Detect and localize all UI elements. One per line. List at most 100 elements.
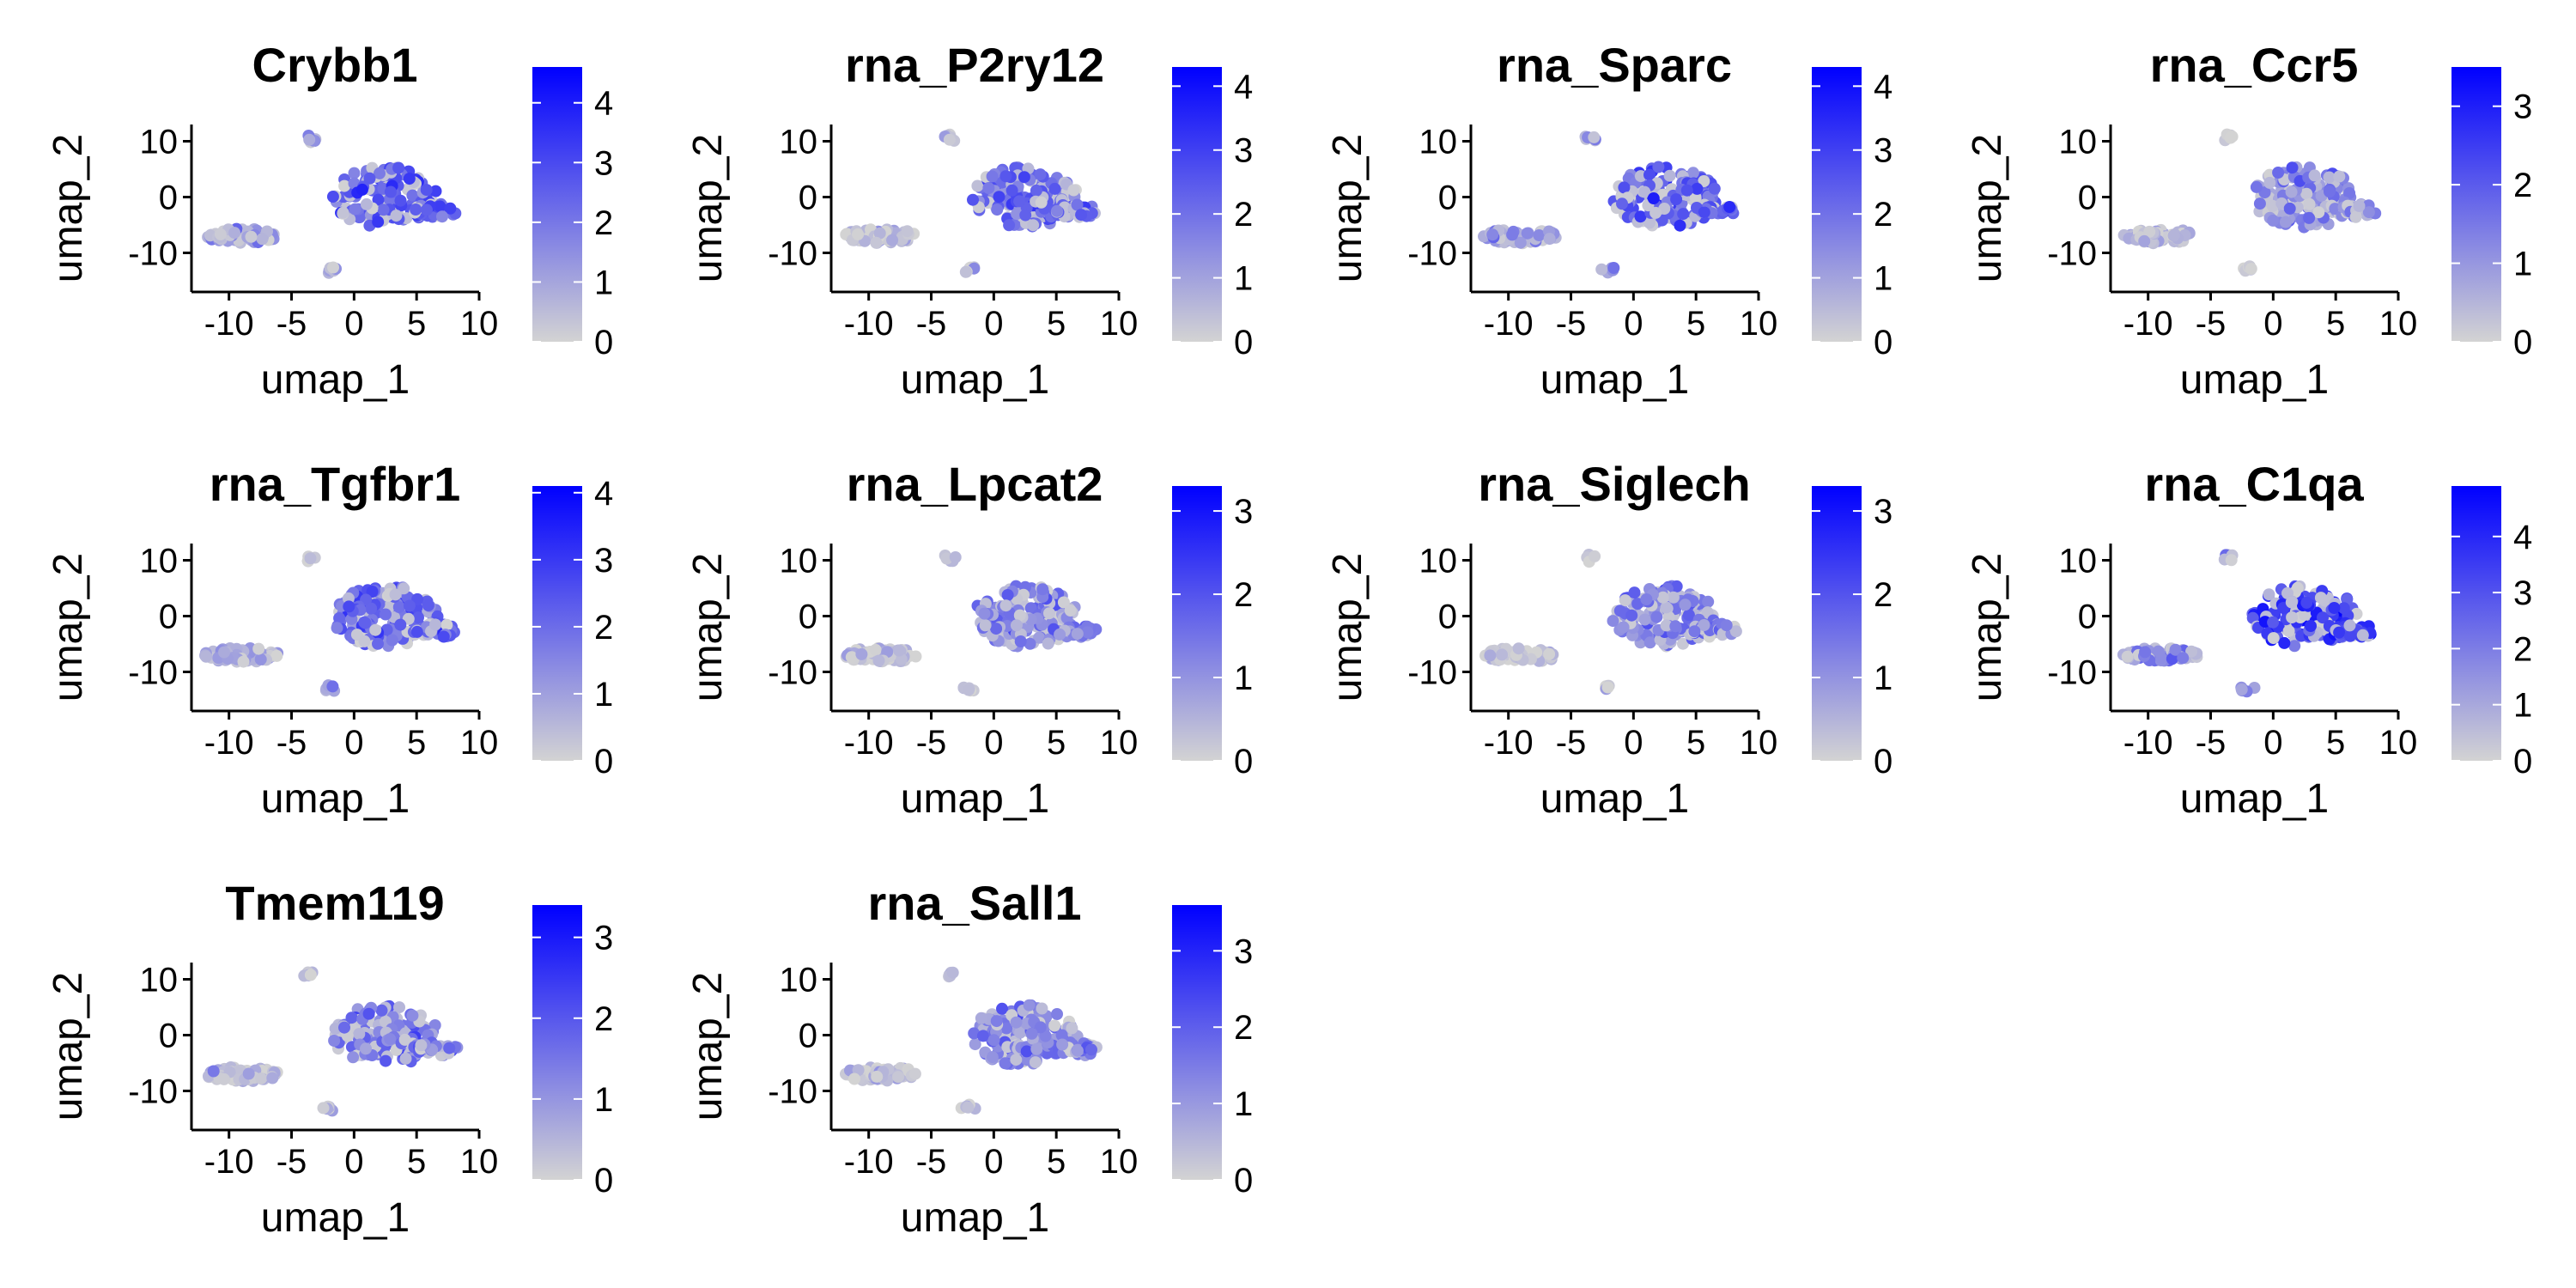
cell-point <box>943 133 956 146</box>
cell-point <box>1619 594 1631 607</box>
cell-point <box>389 588 402 601</box>
cell-point <box>304 969 317 981</box>
cell-point <box>434 200 447 213</box>
cell-point <box>1634 210 1647 223</box>
x-tick-label: -10 <box>844 1143 894 1181</box>
cell-point <box>963 683 975 696</box>
panel-rna-lpcat2: rna_Lpcat2 -10 -5 0 5 10 -10 0 10 umap_1 umap_2 0 1 2… <box>685 457 1253 822</box>
cell-point <box>1543 647 1556 660</box>
x-axis-title: umap_1 <box>901 357 1049 403</box>
cell-point <box>2343 187 2356 199</box>
y-axis-title: umap_2 <box>46 553 91 702</box>
cell-point <box>1014 635 1027 647</box>
cell-point <box>380 1054 392 1067</box>
cell-point <box>328 1035 341 1047</box>
cell-point <box>420 204 433 216</box>
cell-point <box>2253 197 2266 210</box>
cell-point <box>2285 185 2298 198</box>
cell-point <box>1019 209 1032 222</box>
cell-point <box>317 1102 330 1115</box>
cell-points <box>840 966 1103 1115</box>
cell-point <box>1010 1016 1023 1029</box>
x-tick-label: 5 <box>2326 724 2345 762</box>
cell-point <box>971 179 984 192</box>
colorbar-tick-label: 0 <box>1874 324 1893 361</box>
colorbar-tick-label: 2 <box>594 609 613 647</box>
colorbar <box>2451 486 2501 761</box>
y-tick-label: -10 <box>128 654 178 692</box>
panel-title: rna_P2ry12 <box>845 38 1104 92</box>
cell-point <box>1698 206 1710 219</box>
cell-point <box>949 551 962 563</box>
colorbar-tick-label: 1 <box>2513 246 2532 283</box>
colorbar-tick-label: 3 <box>1874 493 1893 531</box>
colorbar <box>1172 67 1222 342</box>
x-tick-label: 10 <box>2379 305 2418 343</box>
colorbar-tick-label: 1 <box>1234 260 1253 298</box>
colorbar-tick-label: 2 <box>1874 196 1893 234</box>
cell-point <box>1020 1045 1033 1058</box>
cell-point <box>1054 628 1066 641</box>
x-tick-label: 10 <box>1100 724 1139 762</box>
cell-point <box>1686 167 1699 179</box>
cell-point <box>1048 1019 1061 1032</box>
cell-point <box>1034 168 1047 181</box>
cell-point <box>999 599 1012 612</box>
x-tick-label: -10 <box>1484 724 1534 762</box>
cell-point <box>1698 619 1710 631</box>
cell-point <box>1000 1022 1013 1035</box>
cell-point <box>384 185 397 198</box>
cell-point <box>1688 625 1701 638</box>
cell-point <box>1682 609 1695 622</box>
y-tick-label: 0 <box>159 598 178 636</box>
colorbar-tick-label: 3 <box>594 920 613 957</box>
cell-point <box>345 1012 358 1024</box>
y-tick-label: 10 <box>1419 124 1458 161</box>
cell-point <box>1018 171 1030 184</box>
cell-point <box>443 1042 456 1054</box>
cell-point <box>242 1067 255 1080</box>
cell-point <box>1035 196 1048 209</box>
cell-point <box>1638 185 1651 198</box>
cell-points <box>2117 549 2377 698</box>
cell-point <box>1669 620 1682 633</box>
cell-point <box>214 228 227 240</box>
cell-point <box>893 644 906 657</box>
x-axis-title: umap_1 <box>901 1195 1049 1241</box>
cell-points <box>199 550 460 697</box>
cell-point <box>1066 1022 1078 1035</box>
cell-point <box>338 179 351 192</box>
cell-point <box>2303 211 2316 224</box>
cell-point <box>1071 628 1084 641</box>
cell-point <box>1649 206 1662 219</box>
cell-point <box>871 1070 884 1083</box>
cell-point <box>1677 637 1689 650</box>
cell-point <box>415 1039 428 1052</box>
cell-point <box>1663 169 1676 182</box>
cell-point <box>2328 602 2341 614</box>
x-tick-label: 10 <box>1740 724 1778 762</box>
cell-point <box>2283 202 2296 215</box>
x-tick-label: 5 <box>407 724 426 762</box>
cell-point <box>1027 219 1040 232</box>
cell-point <box>428 1019 441 1031</box>
cell-point <box>969 1038 981 1051</box>
colorbar-tick-label: 1 <box>1874 260 1893 298</box>
colorbar-tick-label: 3 <box>1874 132 1893 170</box>
cell-point <box>1670 580 1683 592</box>
cell-point <box>2143 225 2156 238</box>
y-tick-label: -10 <box>128 235 178 273</box>
x-tick-label: 10 <box>460 305 499 343</box>
cell-point <box>333 612 346 624</box>
colorbar-tick-label: 4 <box>1874 68 1893 106</box>
colorbar <box>2451 67 2501 342</box>
cell-point <box>440 618 453 631</box>
cell-point <box>270 649 283 662</box>
cell-point <box>422 599 434 611</box>
y-tick-label: 10 <box>780 124 818 161</box>
cell-point <box>1071 1044 1084 1057</box>
cell-point <box>1708 182 1721 195</box>
cell-point <box>1034 1021 1047 1034</box>
cell-point <box>872 654 885 667</box>
cell-point <box>1670 193 1683 206</box>
